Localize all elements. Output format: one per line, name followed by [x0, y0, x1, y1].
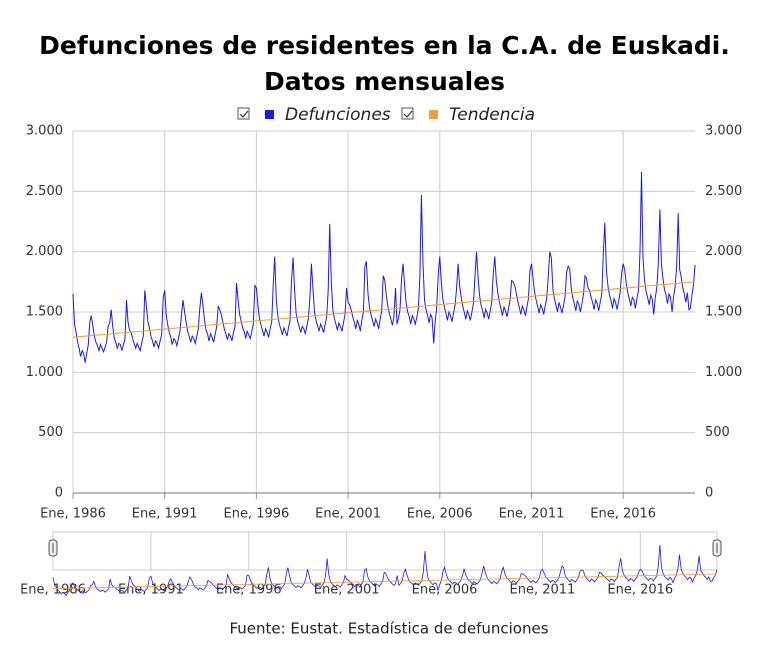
navigator-tick-label: Ene, 2006	[412, 583, 478, 598]
navigator-tick-label: Ene, 1986	[20, 583, 86, 598]
x-tick-label: Ene, 1986	[40, 507, 106, 522]
navigator-line	[52, 573, 718, 590]
legend-checkbox	[401, 107, 414, 120]
y2-tick-label: 1.500	[705, 305, 742, 320]
y-tick-label: 1.000	[26, 365, 63, 380]
y-tick-label: 1.500	[26, 305, 63, 320]
series-line	[72, 171, 696, 363]
y2-tick-label: 500	[705, 425, 730, 440]
series-line	[72, 281, 696, 338]
x-tick-label: Ene, 1991	[132, 507, 198, 522]
y2-tick-label: 3.000	[705, 124, 742, 139]
x-tick-label: Ene, 2006	[407, 507, 473, 522]
x-tick-label: Ene, 2011	[499, 507, 565, 522]
y-tick-label: 2.500	[26, 184, 63, 199]
y-tick-label: 0	[55, 486, 63, 501]
navigator-frame	[52, 531, 718, 571]
y2-tick-label: 1.000	[705, 365, 742, 380]
legend-swatch	[429, 110, 438, 119]
y2-tick-label: 2.500	[705, 184, 742, 199]
legend-label: Defunciones	[285, 105, 391, 125]
y-tick-label: 3.000	[26, 124, 63, 139]
chart-title: Defunciones de residentes en la C.A. de …	[39, 31, 730, 96]
y2-tick-label: 0	[705, 486, 713, 501]
y-tick-label: 2.000	[26, 244, 63, 259]
legend-check	[403, 110, 413, 118]
x-tick-label: Ene, 1996	[223, 507, 289, 522]
navigator-tick-label: Ene, 1996	[216, 583, 282, 598]
x-tick-label: Ene, 2001	[315, 507, 381, 522]
legend-label: Tendencia	[449, 105, 535, 125]
y2-tick-label: 2.000	[705, 244, 742, 259]
navigator-tick-label: Ene, 2001	[314, 583, 380, 598]
navigator-line	[52, 544, 718, 597]
navigator-tick-label: Ene, 2011	[510, 583, 576, 598]
y-tick-label: 500	[38, 425, 63, 440]
x-tick-label: Ene, 2016	[590, 507, 656, 522]
legend-checkbox	[237, 107, 250, 120]
legend-swatch	[265, 110, 274, 119]
legend-check	[239, 110, 249, 118]
source: Fuente: Eustat. Estadística de defuncion…	[229, 620, 548, 638]
navigator-tick-label: Ene, 2016	[607, 583, 673, 598]
